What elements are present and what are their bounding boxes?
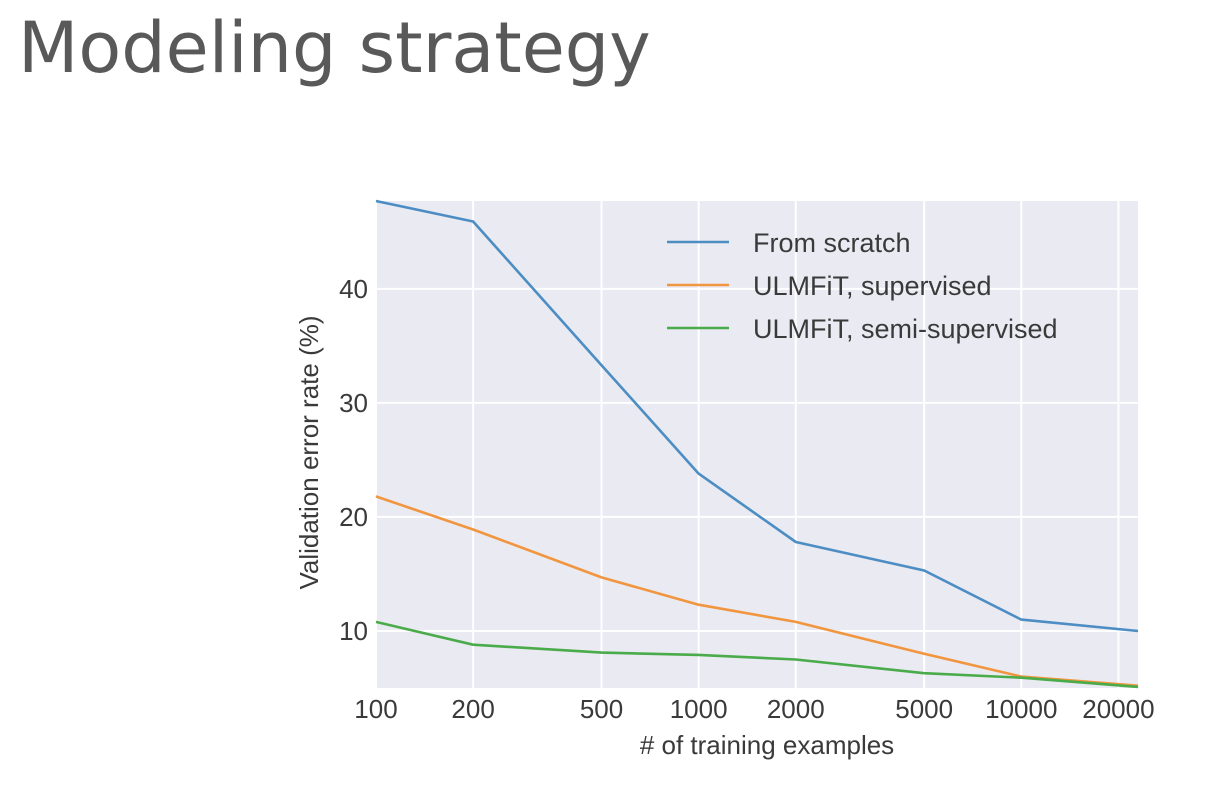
x-tick-label: 100 xyxy=(354,694,397,724)
x-tick-label: 5000 xyxy=(895,694,953,724)
y-tick-label: 20 xyxy=(339,502,368,532)
legend-label: ULMFiT, semi-supervised xyxy=(753,314,1058,344)
legend-label: ULMFiT, supervised xyxy=(753,271,992,301)
y-axis-label: Validation error rate (%) xyxy=(294,315,324,589)
grid-lines xyxy=(375,201,1138,688)
y-tick-label: 40 xyxy=(339,274,368,304)
x-tick-label: 200 xyxy=(451,694,494,724)
x-tick-label: 10000 xyxy=(985,694,1057,724)
y-tick-label: 10 xyxy=(339,616,368,646)
x-tick-label: 500 xyxy=(580,694,623,724)
plot-background xyxy=(376,201,1138,688)
x-tick-label: 1000 xyxy=(670,694,728,724)
x-tick-label: 2000 xyxy=(767,694,825,724)
series-lines xyxy=(375,199,1139,689)
legend-label: From scratch xyxy=(753,228,911,258)
series-line xyxy=(375,199,1139,633)
x-tick-label: 20000 xyxy=(1082,694,1154,724)
x-tick-labels: 100 200 500 1000 2000 5000 10000 20000 xyxy=(354,694,1154,724)
series-line xyxy=(375,495,1139,687)
y-tick-label: 30 xyxy=(339,388,368,418)
legend: From scratch ULMFiT, supervised ULMFiT, se… xyxy=(667,228,1058,344)
series-line xyxy=(375,620,1139,689)
y-tick-labels: 10 20 30 40 xyxy=(339,274,368,646)
slide-title: Modeling strategy xyxy=(18,7,651,89)
x-axis-label: # of training examples xyxy=(640,730,894,760)
